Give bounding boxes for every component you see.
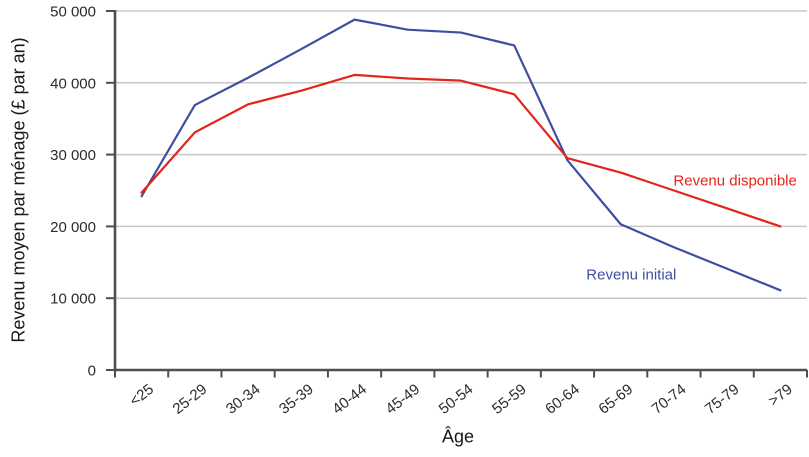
x-axis-title: Âge (441, 426, 475, 447)
y-tick-label: 50 000 (50, 4, 96, 21)
y-tick-label: 0 (88, 363, 96, 380)
x-tick-label: 65-69 (595, 381, 636, 418)
y-tick-label: 20 000 (50, 219, 96, 236)
x-tick-label: 55-59 (489, 381, 530, 418)
y-tick-label: 10 000 (50, 291, 96, 308)
series-label-revenu-initial: Revenu initial (586, 266, 677, 283)
series-line-revenu-disponible (140, 73, 782, 228)
x-tick-label: 30-34 (223, 381, 264, 418)
x-tick-label: 75-79 (702, 381, 743, 418)
x-tick-label: 35-39 (276, 381, 317, 418)
y-tick-label: 30 000 (50, 147, 96, 164)
x-tick-label: 50-54 (436, 381, 477, 418)
x-tick-label: 60-64 (542, 381, 583, 418)
x-tick-label: 40-44 (329, 381, 370, 418)
y-axis-title: Revenu moyen par ménage (£ par an) (8, 37, 29, 343)
x-tick-label: 25-29 (170, 381, 211, 418)
x-tick-label: >79 (765, 381, 796, 410)
x-tick-label: 70-74 (649, 381, 690, 418)
series-line-revenu-initial (140, 18, 782, 292)
y-tick-label: 40 000 (50, 75, 96, 92)
x-tick-label: 45-49 (383, 381, 424, 418)
x-tick-label: <25 (127, 381, 158, 410)
series-label-revenu-disponible: Revenu disponible (673, 172, 797, 190)
